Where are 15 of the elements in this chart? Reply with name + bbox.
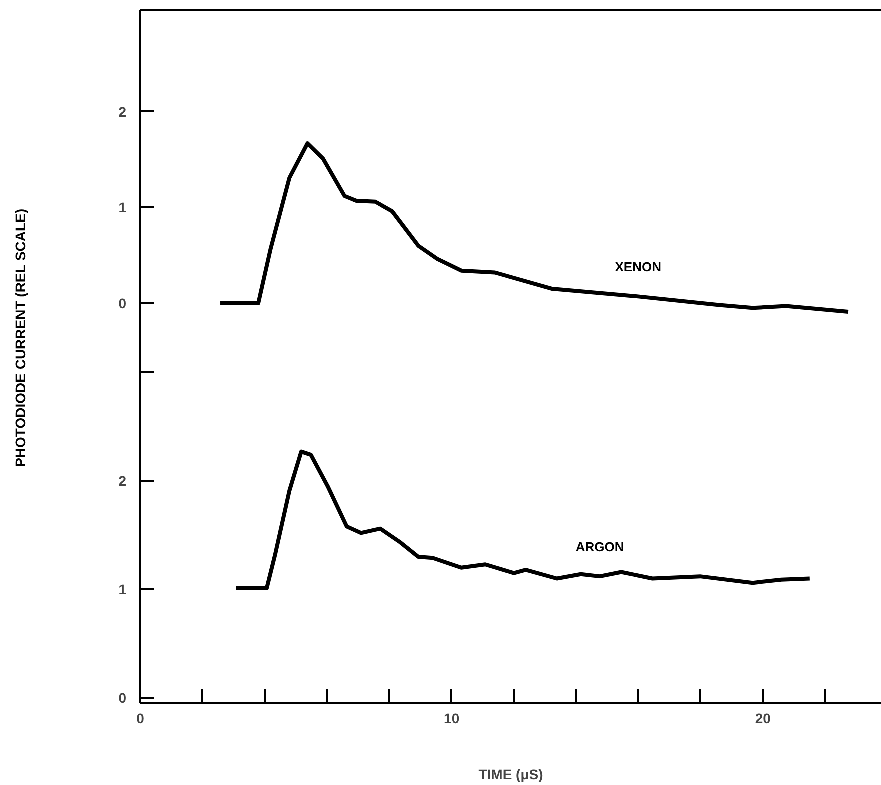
y-tick-label: 2 [118,473,127,490]
line-series [234,450,812,591]
x-tick-label: 10 [444,710,460,726]
x-tick-label: 0 [136,710,145,726]
series-label: ARGON [576,540,624,555]
y-tick-label: 0 [118,295,127,312]
x-axis-title: TIME (μS) [478,766,544,782]
line-series [218,142,850,314]
x-tick-label: 20 [755,710,772,726]
y-tick-label: 0 [118,690,127,706]
y-tick-label: 1 [118,200,127,216]
series-label: XENON [615,260,662,275]
y-axis-title: PHOTODIODE CURRENT (REL SCALE) [12,208,28,468]
y-tick-label: 2 [118,104,127,120]
y-tick-label: 1 [118,582,127,598]
